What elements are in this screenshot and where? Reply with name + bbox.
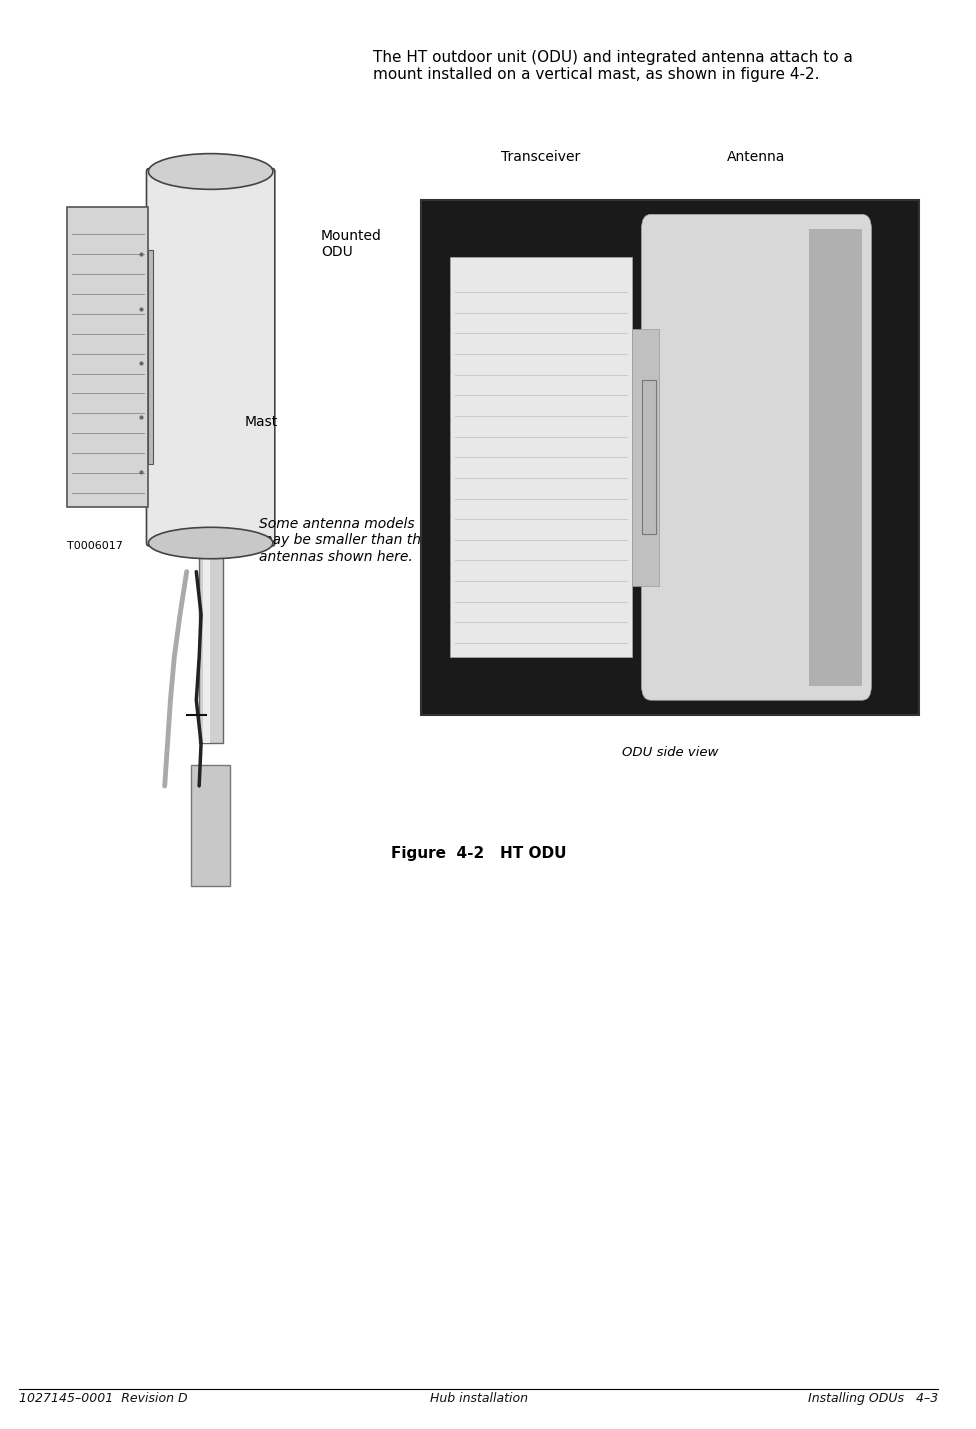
Text: T0006017: T0006017 <box>67 542 123 550</box>
Bar <box>641 380 656 534</box>
Bar <box>148 250 153 464</box>
Ellipse shape <box>148 154 273 190</box>
Ellipse shape <box>148 527 273 559</box>
Bar <box>632 329 659 586</box>
Bar <box>809 229 862 686</box>
Text: ODU side view: ODU side view <box>622 746 718 759</box>
Bar <box>422 200 919 714</box>
Bar <box>191 765 230 886</box>
Bar <box>67 207 148 507</box>
Text: Figure  4-2   HT ODU: Figure 4-2 HT ODU <box>391 846 566 860</box>
Text: Installing ODUs   4–3: Installing ODUs 4–3 <box>808 1392 938 1405</box>
Bar <box>202 543 210 743</box>
Text: The HT outdoor unit (ODU) and integrated antenna attach to a
mount installed on : The HT outdoor unit (ODU) and integrated… <box>374 50 853 83</box>
FancyBboxPatch shape <box>146 169 275 546</box>
Text: Mounted
ODU: Mounted ODU <box>321 229 382 259</box>
Text: Hub installation: Hub installation <box>429 1392 528 1405</box>
Text: Transceiver: Transceiver <box>502 150 581 164</box>
Text: Antenna: Antenna <box>727 150 786 164</box>
Bar <box>450 257 632 657</box>
Text: Mast: Mast <box>244 414 277 429</box>
Text: 1027145–0001  Revision D: 1027145–0001 Revision D <box>20 1392 187 1405</box>
Bar <box>199 543 223 743</box>
FancyBboxPatch shape <box>641 214 872 700</box>
Text: Some antenna models
may be smaller than the
antennas shown here.: Some antenna models may be smaller than … <box>259 517 429 563</box>
